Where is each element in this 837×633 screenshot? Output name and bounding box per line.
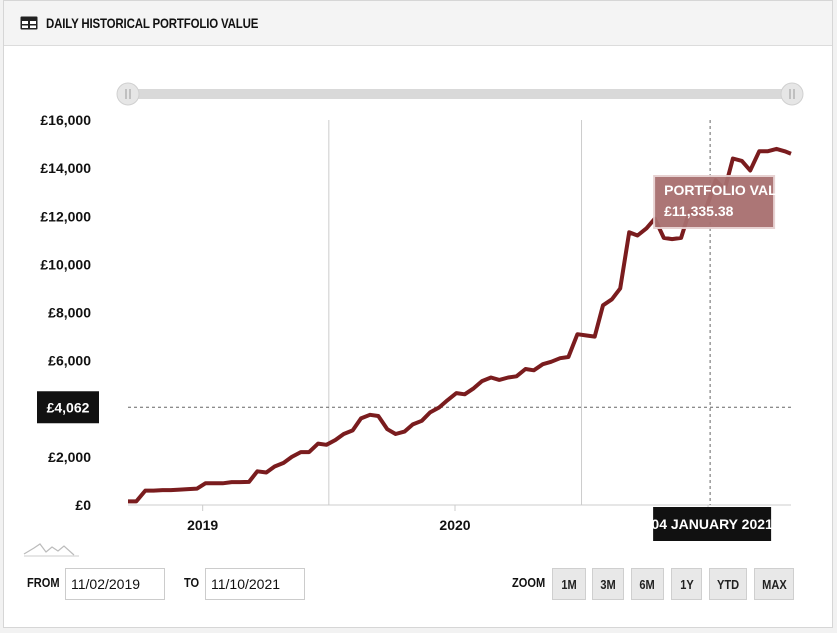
tooltip-value: £11,335.38 <box>664 203 734 219</box>
y-tick-label: £2,000 <box>48 449 91 465</box>
table-icon <box>20 16 38 30</box>
zoom-1y-button[interactable]: 1Y <box>671 568 702 600</box>
zoom-3m-button[interactable]: 3M <box>592 568 624 600</box>
tooltip: PORTFOLIO VALUE £11,335.38 <box>653 175 796 229</box>
crosshair-y-value: £4,062 <box>47 399 90 415</box>
y-tick-label: £14,000 <box>40 160 91 176</box>
x-axis: 201920202021 <box>187 505 724 533</box>
y-axis: £0£2,000£4,000£6,000£8,000£10,000£12,000… <box>40 112 91 513</box>
y-tick-label: £8,000 <box>48 305 91 321</box>
to-label: TO <box>184 575 200 590</box>
range-slider-right-handle[interactable] <box>780 82 804 106</box>
panel-header: DAILY HISTORICAL PORTFOLIO VALUE <box>4 1 832 46</box>
range-slider-left-handle[interactable] <box>116 82 140 106</box>
portfolio-value-panel: DAILY HISTORICAL PORTFOLIO VALUE <box>3 0 833 628</box>
crosshair-date-value: 04 JANUARY 2021 <box>651 516 773 532</box>
zoom-label: ZOOM <box>512 575 546 590</box>
from-label: FROM <box>27 575 60 590</box>
y-tick-label: £6,000 <box>48 353 91 369</box>
crosshair-y-label: £4,062 <box>37 391 99 424</box>
zoom-6m-button[interactable]: 6M <box>631 568 664 600</box>
date-range-controls: FROM TO ZOOM 1M 3M 6M 1Y YTD MAX <box>0 568 837 602</box>
range-slider-track[interactable] <box>128 89 793 99</box>
y-tick-label: £0 <box>75 497 91 513</box>
zoom-ytd-button[interactable]: YTD <box>709 568 747 600</box>
zoom-max-button[interactable]: MAX <box>754 568 794 600</box>
to-date-input[interactable] <box>205 568 305 600</box>
panel-title: DAILY HISTORICAL PORTFOLIO VALUE <box>46 15 259 31</box>
navigator-sparkline-icon <box>23 543 75 556</box>
y-tick-label: £12,000 <box>40 208 91 224</box>
crosshair-date-label: 04 JANUARY 2021 <box>651 507 773 541</box>
y-tick-label: £10,000 <box>40 256 91 272</box>
x-tick-label: 2019 <box>187 517 218 533</box>
zoom-1m-button[interactable]: 1M <box>552 568 586 600</box>
x-tick-label: 2020 <box>439 517 470 533</box>
from-date-input[interactable] <box>65 568 165 600</box>
tooltip-label: PORTFOLIO VALUE <box>664 182 796 198</box>
grid <box>128 120 791 506</box>
y-tick-label: £16,000 <box>40 112 91 128</box>
